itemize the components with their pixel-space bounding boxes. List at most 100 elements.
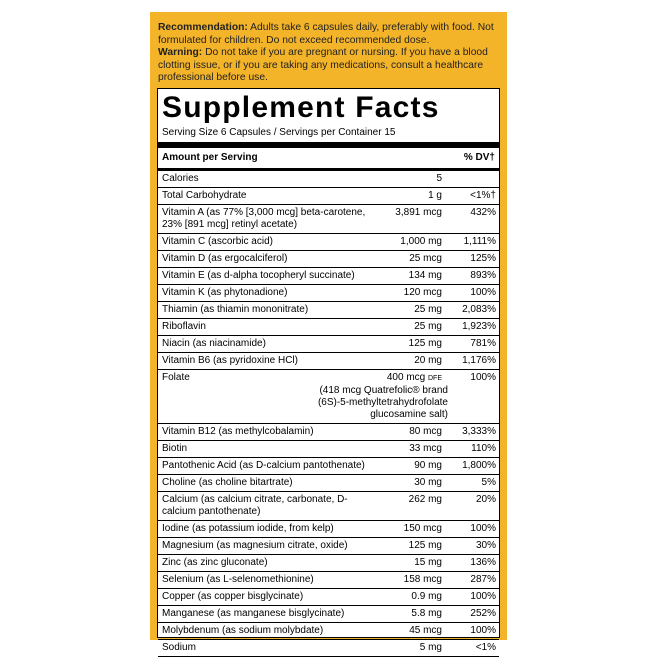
nutrient-row: Vitamin B12 (as methylcobalamin) 80 mcg 3,… [158, 424, 499, 441]
daily-value: 1,800% [462, 460, 496, 471]
nutrient-name: Copper (as copper bisglycinate) [162, 591, 304, 602]
warning-label: Warning: [158, 47, 203, 59]
amount-cell: 20 mg [374, 355, 442, 367]
row-line: Vitamin B6 (as pyridoxine HCl) 20 mg 1,176… [158, 355, 499, 367]
recommendation: Recommendation: Adults take 6 capsules d… [158, 22, 500, 47]
nutrient-name: Biotin [162, 443, 188, 454]
daily-value: 125% [470, 253, 496, 264]
amount: 3,891 mcg [395, 207, 442, 218]
amount: 1,000 mg [400, 236, 442, 247]
nutrient-name: Vitamin E (as d-alpha tocopheryl succina… [162, 270, 355, 281]
daily-value: 2,083% [462, 304, 496, 315]
amount-cell: 5 mg [374, 642, 442, 654]
amount: 134 mg [408, 270, 442, 281]
nutrient-name: Total Carbohydrate [162, 190, 247, 201]
amount-cell: 80 mcg [374, 426, 442, 438]
amount: 25 mg [414, 321, 442, 332]
daily-value: 1,176% [462, 355, 496, 366]
nutrient-name: Vitamin A (as 77% [3,000 mcg] beta-carot… [162, 207, 366, 230]
row-line: Riboflavin 25 mg 1,923% [158, 321, 499, 333]
daily-value: 30% [475, 540, 496, 551]
nutrient-row: Choline (as choline bitartrate) 30 mg 5% [158, 475, 499, 492]
amount: 5 [436, 173, 442, 184]
amount-cell: 3,891 mcg [374, 207, 442, 231]
amount-cell: 125 mg [374, 540, 442, 552]
amount-cell: 120 mcg [374, 287, 442, 299]
nutrient-row: Thiamin (as thiamin mononitrate) 25 mg 2,0… [158, 302, 499, 319]
row-line: Vitamin D (as ergocalciferol) 25 mcg 125% [158, 253, 499, 265]
nutrient-name: Zinc (as zinc gluconate) [162, 557, 268, 568]
row-line: Zinc (as zinc gluconate) 15 mg 136% [158, 557, 499, 569]
nutrient-name: Vitamin B6 (as pyridoxine HCl) [162, 355, 298, 366]
nutrient-rows: Calories 5 Total Carbohydrate 1 g <1%† Vitami… [158, 171, 499, 657]
nutrient-name: Calories [162, 173, 199, 184]
daily-value: <1% [475, 642, 496, 653]
nutrient-name: Pantothenic Acid (as D-calcium pantothen… [162, 460, 365, 471]
row-line: Vitamin A (as 77% [3,000 mcg] beta-carot… [158, 207, 499, 231]
amount-heading: Amount per Serving [162, 152, 258, 163]
warning: Warning: Do not take if you are pregnant… [158, 47, 500, 85]
nutrient-name: Vitamin D (as ergocalciferol) [162, 253, 288, 264]
warning-text: Do not take if you are pregnant or nursi… [158, 47, 488, 84]
nutrient-name: Folate [162, 372, 190, 383]
daily-value: 100% [470, 625, 496, 636]
nutrient-name: Vitamin K (as phytonadione) [162, 287, 288, 298]
amount-cell: 262 mg [374, 494, 442, 518]
nutrient-name: Vitamin C (ascorbic acid) [162, 236, 273, 247]
row-line: Vitamin E (as d-alpha tocopheryl succina… [158, 270, 499, 282]
recommendation-text: Adults take 6 capsules daily, preferably… [158, 22, 494, 46]
nutrient-name: Iodine (as potassium iodide, from kelp) [162, 523, 334, 534]
amount-cell: 1 g [374, 190, 442, 202]
amount-cell: 25 mg [374, 304, 442, 316]
nutrient-name: Riboflavin [162, 321, 206, 332]
amount: 400 mcg [386, 372, 426, 383]
daily-value: 100% [470, 591, 496, 602]
row-line: Calories 5 [158, 173, 499, 185]
row-line: Selenium (as L-selenomethionine) 158 mcg 2… [158, 574, 499, 586]
amount: 45 mcg [409, 625, 442, 636]
row-line: Copper (as copper bisglycinate) 0.9 mg 100… [158, 591, 499, 603]
daily-value: 20% [475, 494, 496, 505]
amount: 150 mcg [403, 523, 442, 534]
amount-cell: 158 mcg [374, 574, 442, 586]
amount: 158 mcg [403, 574, 442, 585]
daily-value: 893% [470, 270, 496, 281]
daily-value: 432% [470, 207, 496, 218]
amount-cell: 45 mcg [374, 625, 442, 637]
dv-heading: % DV† [463, 152, 495, 163]
amount-cell: 90 mg [374, 460, 442, 472]
daily-value: 1,111% [463, 236, 496, 247]
directions: Recommendation: Adults take 6 capsules d… [158, 22, 500, 85]
amount-unit: DFE [428, 375, 442, 382]
nutrient-name: Magnesium (as magnesium citrate, oxide) [162, 540, 348, 551]
row-line: Vitamin B12 (as methylcobalamin) 80 mcg 3,… [158, 426, 499, 438]
amount-cell: 134 mg [374, 270, 442, 282]
amount: 90 mg [414, 460, 442, 471]
row-line: Calcium (as calcium citrate, carbonate, … [158, 494, 499, 518]
row-line: Iodine (as potassium iodide, from kelp) 1… [158, 523, 499, 535]
daily-value: 3,333% [462, 426, 496, 437]
daily-value: 5% [481, 477, 496, 488]
amount-cell: 30 mg [374, 477, 442, 489]
row-line: Vitamin K (as phytonadione) 120 mcg 100% [158, 287, 499, 299]
nutrient-name: Molybdenum (as sodium molybdate) [162, 625, 324, 636]
nutrient-row: Manganese (as manganese bisglycinate) 5.8… [158, 606, 499, 623]
daily-value: 287% [470, 574, 496, 585]
row-line: Pantothenic Acid (as D-calcium pantothen… [158, 460, 499, 472]
daily-value: 100% [470, 287, 496, 298]
amount: 0.9 mg [411, 591, 442, 602]
nutrient-row: Vitamin B6 (as pyridoxine HCl) 20 mg 1,176… [158, 353, 499, 370]
nutrient-row: Total Carbohydrate 1 g <1%† [158, 188, 499, 205]
daily-value: 100% [470, 523, 496, 534]
amount-cell: 5.8 mg [374, 608, 442, 620]
row-line: Choline (as choline bitartrate) 30 mg 5% [158, 477, 499, 489]
amount: 125 mg [408, 338, 442, 349]
nutrient-row: Vitamin K (as phytonadione) 120 mcg 100% [158, 285, 499, 302]
nutrient-row: Iodine (as potassium iodide, from kelp) 1… [158, 521, 499, 538]
nutrient-name: Vitamin B12 (as methylcobalamin) [162, 426, 314, 437]
nutrient-row: Biotin 33 mcg 110% [158, 441, 499, 458]
amount: 1 g [428, 190, 442, 201]
amount: 33 mcg [409, 443, 442, 454]
nutrient-name: Selenium (as L-selenomethionine) [162, 574, 314, 585]
